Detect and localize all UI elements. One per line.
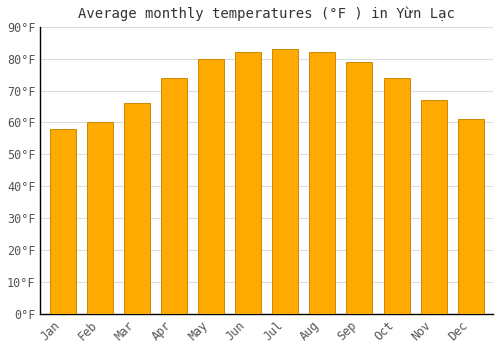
- Bar: [124, 103, 150, 314]
- Bar: [235, 52, 261, 314]
- Bar: [198, 59, 224, 314]
- Bar: [384, 78, 409, 314]
- Bar: [86, 122, 113, 314]
- Bar: [50, 129, 76, 314]
- Bar: [420, 100, 446, 314]
- Bar: [272, 49, 298, 314]
- Bar: [458, 119, 484, 314]
- Bar: [310, 52, 336, 314]
- Title: Average monthly temperatures (°F ) in Yừn Lạc: Average monthly temperatures (°F ) in Yừ…: [78, 7, 455, 21]
- Bar: [346, 62, 372, 314]
- Bar: [161, 78, 187, 314]
